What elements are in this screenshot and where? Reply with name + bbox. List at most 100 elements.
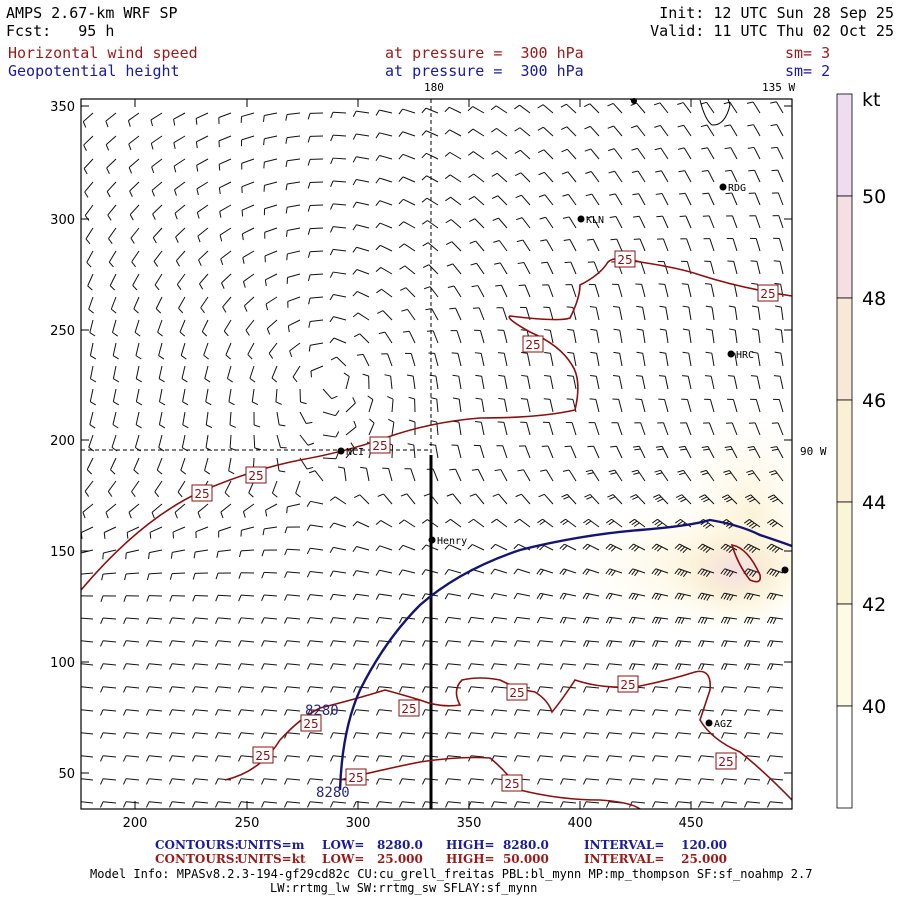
wind-barb [725, 422, 738, 436]
wind-barb [215, 801, 232, 808]
wind-barb [146, 572, 163, 581]
wind-barb [352, 291, 370, 298]
wind-barb [375, 222, 393, 229]
wind-barb [606, 732, 623, 739]
wind-barb [613, 328, 623, 344]
wind-barb [81, 709, 94, 712]
wind-barb [726, 238, 738, 252]
wind-barb [727, 398, 738, 413]
wind-barb [540, 239, 554, 252]
wind-barb [352, 570, 370, 577]
field1-name: Horizontal wind speed [8, 44, 198, 62]
wind-barb [537, 104, 554, 114]
wind-barb [330, 686, 347, 693]
wind-barb [447, 285, 462, 298]
wind-barb [169, 732, 186, 739]
wind-barb [520, 421, 531, 436]
wind-barb [228, 388, 235, 406]
wind-barb [218, 526, 232, 538]
wind-barb [362, 373, 370, 390]
wind-barb [192, 572, 209, 580]
wind-barb [747, 146, 761, 160]
wind-barb [352, 521, 370, 528]
wind-barb [89, 319, 96, 337]
wind-barb [773, 260, 784, 275]
footer-low-1: LOW= 8280.0 [322, 838, 423, 852]
wind-barb [105, 503, 117, 519]
x-tick-label: 200 [123, 816, 148, 831]
svg-text:25: 25 [617, 253, 632, 267]
wind-barb [752, 328, 761, 344]
wind-barb [224, 480, 232, 498]
wind-barb [445, 640, 462, 647]
wind-barb [698, 640, 715, 647]
wind-barb [243, 296, 255, 312]
svg-text:25: 25 [620, 678, 635, 692]
wind-barb [307, 778, 324, 785]
wind-barb [721, 732, 738, 739]
wind-barb [128, 158, 140, 174]
wind-barb [169, 755, 186, 762]
wind-barb [635, 283, 646, 298]
wind-barb [475, 397, 485, 413]
wind-barb [560, 801, 577, 808]
colorbar-swatch [836, 195, 853, 299]
wind-barb [767, 686, 784, 693]
wind-barb [445, 778, 462, 785]
wind-barb [360, 466, 370, 482]
wind-barb [329, 496, 347, 505]
wind-barb [698, 755, 715, 762]
wind-barb [607, 125, 623, 137]
wind-barb [174, 503, 186, 519]
wind-barb [408, 396, 416, 413]
wind-barb [215, 594, 232, 602]
wind-barb [606, 663, 623, 670]
wind-barb [195, 526, 209, 539]
wind-barb [169, 778, 186, 785]
model-info-line2: LW:rrtmg_lw SW:rrtmg_sw SFLAY:sf_mynn [270, 881, 538, 895]
wind-barb [633, 215, 646, 229]
wind-barb [517, 469, 531, 482]
wind-barb [129, 204, 140, 221]
wind-barb [491, 518, 508, 528]
wind-barb [398, 519, 416, 528]
wind-barb [215, 640, 232, 647]
wind-barb [125, 549, 140, 560]
wind-barb [472, 307, 485, 321]
model-title: AMPS 2.67-km WRF SP [6, 4, 178, 22]
svg-text:25: 25 [760, 287, 775, 301]
wind-barb [198, 250, 209, 266]
svg-text:25: 25 [509, 686, 524, 700]
wind-barb [89, 411, 96, 429]
wind-barb [705, 351, 715, 367]
wind-barb [266, 319, 278, 335]
x-tick-label: 350 [457, 816, 482, 831]
wind-barb [284, 617, 301, 624]
wind-barb [494, 262, 508, 275]
wind-barb [399, 801, 416, 808]
wind-barb [110, 457, 117, 475]
wind-barb [215, 755, 232, 762]
wind-barb [521, 352, 531, 367]
wind-barb [468, 755, 485, 762]
wind-barb [295, 480, 301, 498]
wind-barb [744, 519, 761, 529]
footer-label-2: CONTOURS: [155, 852, 239, 866]
wind-barb [285, 204, 301, 214]
wind-barb [196, 181, 209, 196]
wind-barb [88, 296, 95, 314]
wind-barb [169, 663, 186, 670]
wind-barb [747, 446, 761, 459]
wind-barb [467, 593, 485, 600]
wind-barb [352, 593, 370, 601]
wind-barb [101, 572, 117, 581]
wind-barb [654, 469, 669, 482]
wind-barb [130, 227, 140, 244]
wind-barb [582, 568, 600, 576]
wind-barb [656, 215, 669, 229]
wind-barb [83, 158, 94, 175]
wind-barb [652, 755, 669, 762]
wind-barb [146, 640, 163, 647]
wind-barb [655, 192, 669, 206]
